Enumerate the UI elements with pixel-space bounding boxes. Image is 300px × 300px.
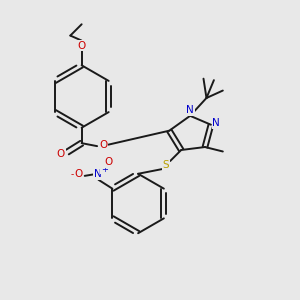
Text: S: S: [162, 160, 169, 170]
Text: N: N: [186, 106, 194, 116]
Text: N: N: [212, 118, 220, 128]
Text: +: +: [101, 164, 108, 173]
Text: -: -: [70, 170, 74, 179]
Text: O: O: [77, 41, 86, 51]
Text: N: N: [94, 169, 102, 179]
Text: O: O: [74, 169, 82, 179]
Text: O: O: [105, 157, 113, 167]
Text: O: O: [57, 148, 65, 159]
Text: O: O: [100, 140, 108, 150]
